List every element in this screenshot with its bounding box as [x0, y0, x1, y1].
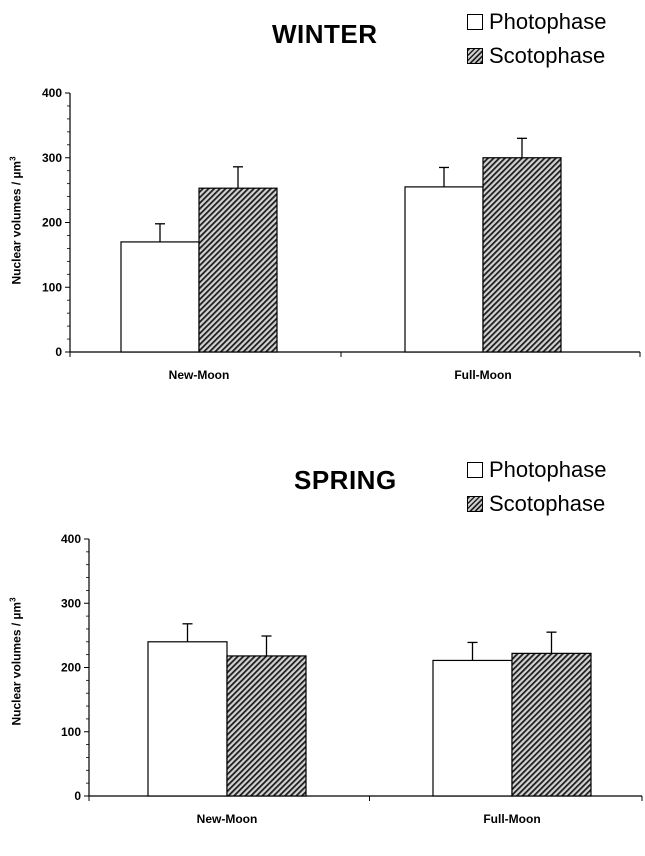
y-tick-label: 100 — [61, 725, 81, 739]
legend-item-scotophase: Scotophase — [467, 487, 642, 521]
bar-scotophase-full-moon — [482, 157, 562, 353]
y-tick-label: 0 — [74, 789, 81, 803]
legend-label-scotophase: Scotophase — [489, 491, 606, 516]
x-tick-label: New-Moon — [197, 812, 258, 826]
legend-swatch-scotophase — [467, 48, 483, 64]
legend-item-scotophase: Scotophase — [467, 39, 642, 73]
x-tick-label: Full-Moon — [454, 368, 511, 382]
bar-photophase-full-moon — [404, 186, 484, 353]
legend-label-scotophase: Scotophase — [489, 43, 606, 68]
legend-swatch-photophase — [467, 14, 483, 30]
y-tick-label: 300 — [42, 151, 62, 165]
chart-panel-spring: SPRING Photophase Scotophase Nuclear vol… — [0, 446, 645, 856]
y-tick-label: 0 — [55, 345, 62, 359]
legend-label-photophase: Photophase — [489, 9, 607, 34]
y-tick-label: 200 — [61, 661, 81, 675]
bar-photophase-new-moon — [147, 641, 228, 797]
bar-photophase-full-moon — [432, 659, 513, 797]
legend-item-photophase: Photophase — [467, 453, 642, 487]
bar-scotophase-full-moon — [511, 652, 592, 797]
y-tick-label: 400 — [42, 86, 62, 100]
bar-scotophase-new-moon — [226, 655, 307, 797]
bar-photophase-new-moon — [120, 241, 200, 353]
x-tick-label: New-Moon — [169, 368, 230, 382]
legend-label-photophase: Photophase — [489, 457, 607, 482]
y-tick-label: 300 — [61, 596, 81, 610]
y-tick-label: 100 — [42, 280, 62, 294]
legend-swatch-photophase — [467, 462, 483, 478]
x-tick-label: Full-Moon — [483, 812, 540, 826]
chart-title: WINTER — [272, 19, 378, 49]
legend-swatch-scotophase — [467, 496, 483, 512]
legend: Photophase Scotophase — [467, 453, 642, 521]
bar-scotophase-new-moon — [198, 187, 278, 353]
y-tick-label: 200 — [42, 216, 62, 230]
legend: Photophase Scotophase — [467, 5, 642, 73]
chart-title: SPRING — [294, 465, 397, 495]
legend-item-photophase: Photophase — [467, 5, 642, 39]
chart-panel-winter: WINTER Photophase Scotophase Nuclear vol… — [0, 0, 645, 410]
y-tick-label: 400 — [61, 532, 81, 546]
plot-area: 0 100 200 300 400 New-Moon Full-Moon — [61, 532, 643, 826]
plot-area: 0 100 200 300 400 New-Moon Full-Moon — [42, 86, 641, 382]
